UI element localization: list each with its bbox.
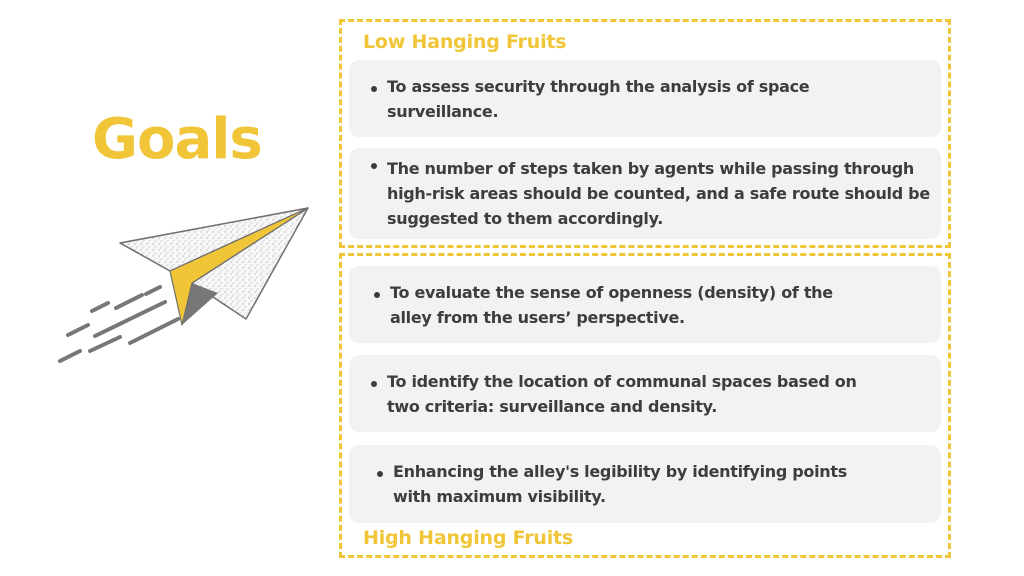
low-hanging-fruits-panel xyxy=(339,19,951,248)
goals-title: Goals xyxy=(92,107,263,172)
bullet-icon xyxy=(374,292,380,298)
goal-card: To assess security through the analysis … xyxy=(349,60,941,137)
speed-lines xyxy=(58,285,180,363)
bullet-icon xyxy=(371,163,377,169)
paper-plane-icon xyxy=(58,207,309,363)
goal-card: To evaluate the sense of openness (densi… xyxy=(349,266,941,343)
high-hanging-fruits-label: High Hanging Fruits xyxy=(363,527,574,549)
goal-card: Enhancing the alley's legibility by iden… xyxy=(349,445,941,523)
goal-text: The number of steps taken by agents whil… xyxy=(387,159,930,228)
goal-text: To evaluate the sense of openness (densi… xyxy=(390,282,833,327)
low-hanging-fruits-label: Low Hanging Fruits xyxy=(363,31,567,53)
goal-text: To assess security through the analysis … xyxy=(387,76,810,121)
bullet-icon xyxy=(377,471,383,477)
bullet-icon xyxy=(371,86,377,92)
high-hanging-fruits-panel xyxy=(339,253,951,558)
goal-text: Enhancing the alley's legibility by iden… xyxy=(393,462,847,506)
goal-text: To identify the location of communal spa… xyxy=(387,371,857,416)
goal-card: The number of steps taken by agents whil… xyxy=(349,148,941,239)
bullet-icon xyxy=(371,381,377,387)
goal-card: To identify the location of communal spa… xyxy=(349,355,941,432)
